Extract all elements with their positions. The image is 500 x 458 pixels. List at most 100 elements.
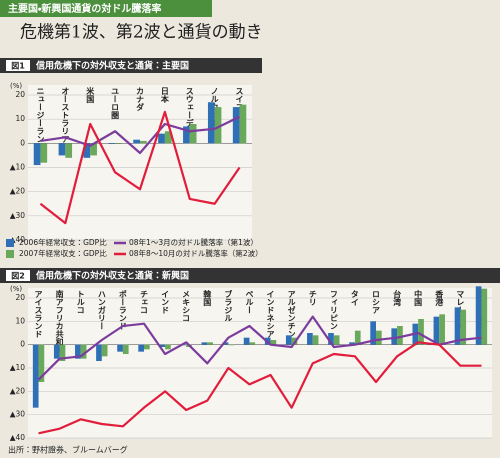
bar	[59, 344, 66, 361]
bar	[312, 335, 319, 345]
category-label: ハンガリー	[97, 290, 106, 330]
bar	[370, 321, 376, 345]
category-label: メキシコ	[182, 290, 191, 322]
bar	[133, 139, 140, 144]
bar	[115, 143, 122, 144]
bar	[140, 140, 147, 144]
bar	[232, 107, 240, 144]
bar	[333, 335, 340, 345]
bar	[214, 107, 222, 144]
bar	[101, 344, 108, 357]
figure-box	[6, 60, 30, 71]
y-tick-label: ▲40	[10, 433, 26, 442]
plot-bg	[28, 288, 492, 438]
bar	[207, 102, 215, 144]
line-series	[38, 341, 482, 435]
bar	[38, 344, 45, 382]
category-label: ペルー	[245, 290, 254, 314]
y-tick-label: ▲20	[10, 187, 26, 196]
bar	[243, 337, 250, 345]
line-series	[40, 115, 241, 155]
bar	[165, 344, 171, 350]
category-label: アイスランド	[34, 290, 43, 338]
category-label: タイ	[350, 289, 359, 306]
y-tick-label: 20	[15, 90, 25, 99]
category-label: カナダ	[136, 87, 145, 112]
category-label: インド	[161, 290, 170, 314]
bar	[307, 333, 313, 345]
bar	[189, 124, 197, 144]
bar	[122, 344, 129, 354]
y-tick-label: ▲30	[10, 211, 26, 220]
legend-swatch	[6, 250, 14, 258]
bar	[354, 330, 361, 345]
legend-label: 2006年経常収支：GDP比	[19, 237, 107, 247]
y-tick-label: 10	[15, 316, 25, 325]
line-series	[37, 315, 482, 381]
category-label: ユーロ圏	[111, 87, 120, 120]
category-label: 香港	[434, 289, 444, 307]
category-label: ロシア	[372, 290, 381, 314]
bar	[117, 344, 123, 352]
category-label: ポーランド	[118, 289, 127, 330]
unit-label: (%)	[10, 285, 22, 293]
header-tag-bg	[0, 0, 212, 17]
y-tick-label: ▲40	[10, 235, 26, 244]
bar	[439, 314, 445, 345]
bar	[201, 342, 208, 345]
bar	[391, 328, 398, 345]
bar	[58, 143, 66, 156]
bar	[75, 344, 81, 359]
figure-box	[6, 270, 30, 281]
figure-label: 図1	[11, 62, 25, 71]
bar	[222, 342, 229, 345]
category-label: トルコ	[76, 290, 85, 314]
bar	[144, 344, 150, 350]
y-tick-label: 0	[20, 340, 25, 349]
bar	[158, 133, 165, 144]
section-header-bg	[0, 268, 500, 283]
chart-title: 信用危機下の対外収支と通貨：主要国	[35, 60, 189, 72]
bar	[249, 342, 256, 345]
bar	[83, 143, 91, 158]
category-label: チリ	[308, 290, 317, 306]
bar	[285, 335, 292, 345]
bar	[349, 342, 355, 345]
bar	[460, 309, 467, 345]
y-tick-label: 10	[15, 114, 25, 123]
y-tick-label: ▲10	[10, 363, 26, 372]
y-tick-label: ▲30	[10, 410, 26, 419]
bar	[80, 344, 87, 359]
bar	[108, 143, 116, 144]
category-label: 韓国	[203, 289, 212, 307]
legend-swatch	[6, 239, 14, 247]
category-label: フィリピン	[329, 290, 338, 330]
source: 出所：野村證券、ブルームバーグ	[8, 445, 128, 455]
category-label: チェコ	[140, 290, 149, 314]
bar	[159, 344, 166, 347]
bar	[475, 286, 482, 345]
header-tag: 主要国・新興国通貨の対ドル騰落率	[8, 2, 161, 15]
bar	[239, 104, 247, 144]
category-label: ニュージーランド	[36, 87, 45, 151]
bar	[433, 316, 440, 345]
bar	[65, 143, 73, 158]
bar	[53, 344, 60, 359]
line-series	[39, 110, 241, 225]
bar	[328, 333, 334, 345]
bar	[418, 319, 424, 345]
category-label: 中国	[414, 289, 423, 307]
bar	[90, 143, 97, 156]
legend-label: 2007年経常収支：GDP比	[19, 248, 107, 258]
y-tick-label: 20	[15, 293, 25, 302]
bar	[40, 143, 48, 163]
chart-title: 信用危機下の対外収支と通貨：新興国	[35, 270, 189, 282]
bar	[481, 288, 488, 345]
legend-label: 08年1～3月の対ドル騰落率（第1波）	[129, 237, 258, 247]
bar	[32, 344, 39, 408]
bar	[138, 344, 144, 352]
category-label: 南アフリカ共和国	[55, 289, 64, 355]
y-tick-label: 0	[20, 138, 25, 147]
category-label: アルゼンチン	[287, 290, 296, 338]
